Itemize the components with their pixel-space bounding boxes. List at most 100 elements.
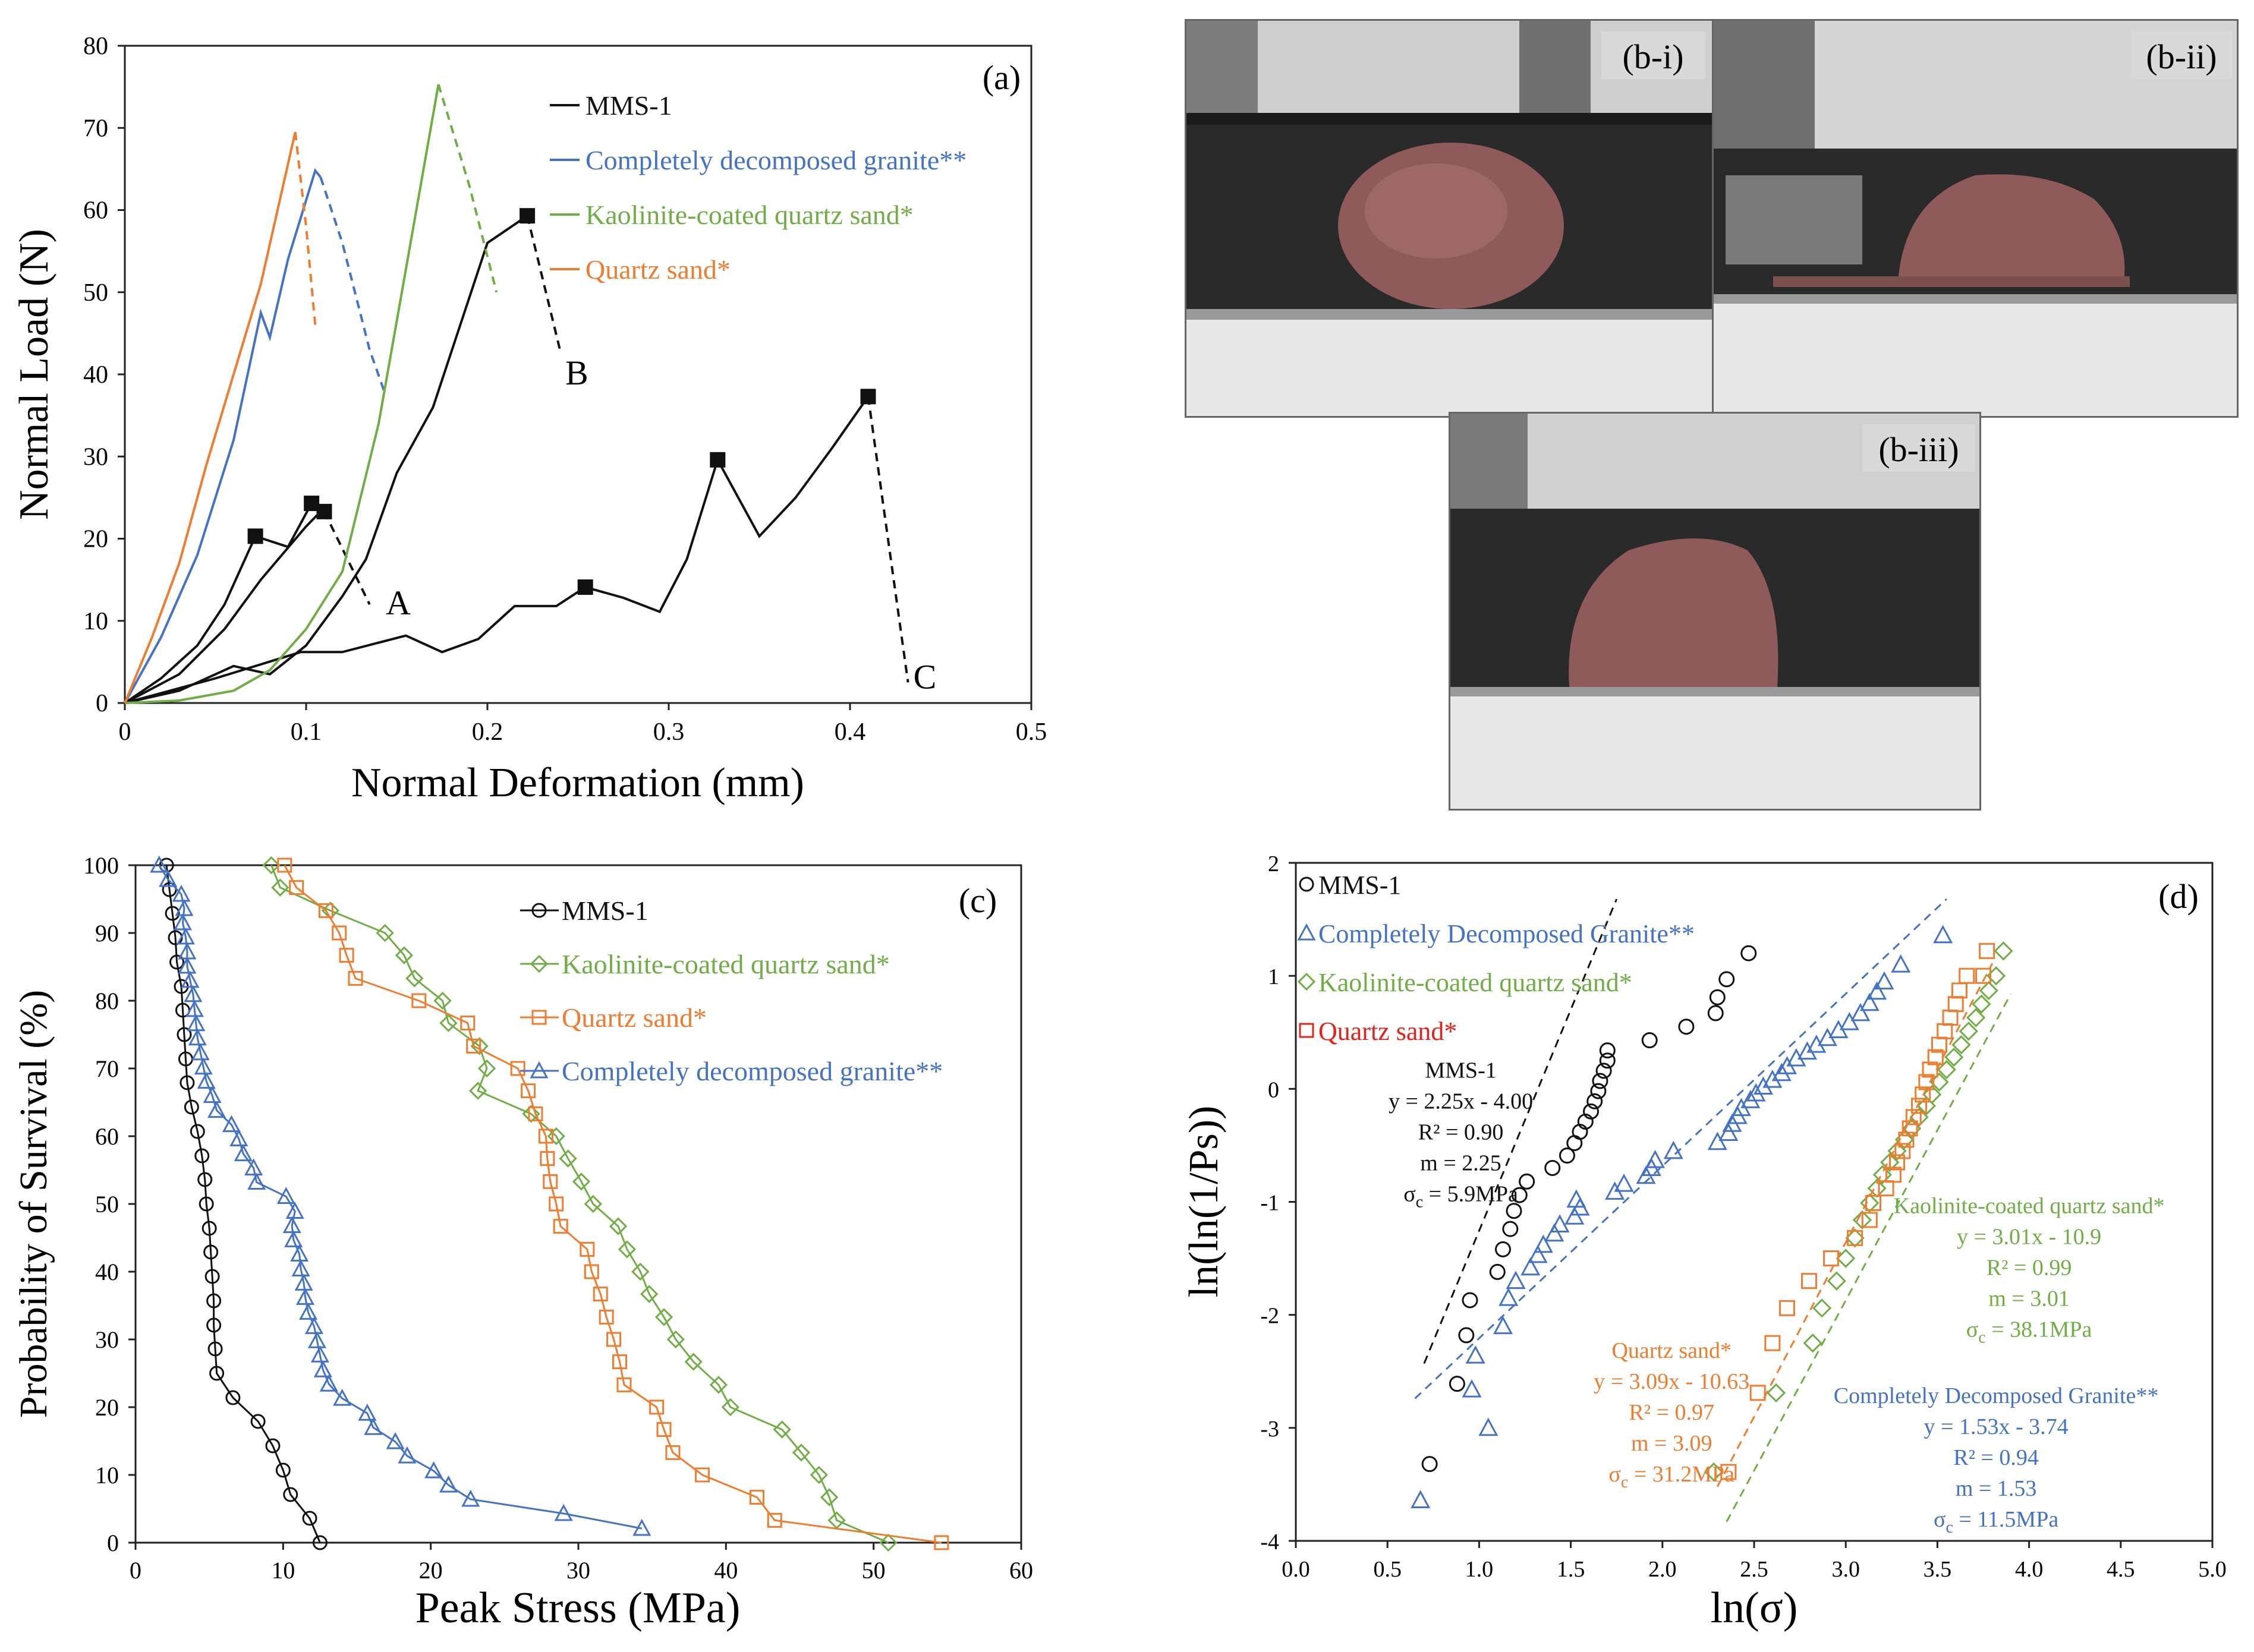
annotation-subscript: c [1416, 1193, 1423, 1211]
data-point [547, 1127, 565, 1146]
data-point [1915, 1086, 1931, 1103]
data-point [358, 1404, 377, 1421]
data-point [178, 956, 197, 974]
data-point [466, 1038, 481, 1054]
data-point [1502, 1221, 1519, 1237]
legend-marker [1297, 972, 1316, 991]
annotation-line: Kaolinite-coated quartz sand* [1894, 1194, 2165, 1219]
data-point [229, 1129, 248, 1147]
x-tick-label: 10 [271, 1557, 295, 1584]
legend-label: Quartz sand* [562, 1002, 707, 1033]
y-tick-label: 70 [95, 1055, 119, 1082]
data-point [1922, 1084, 1942, 1104]
data-point [1860, 1193, 1880, 1213]
data-point [1779, 1300, 1796, 1316]
data-point [199, 1196, 214, 1212]
data-point [1972, 994, 1991, 1014]
y-tick-label: 80 [83, 33, 108, 60]
data-point [528, 1106, 543, 1121]
trendline-2 [1726, 993, 2012, 1522]
data-point [332, 925, 347, 941]
data-point [234, 1144, 253, 1162]
side-reflection [1726, 175, 1862, 264]
data-point [265, 1438, 281, 1454]
y-tick-label: 30 [83, 443, 108, 471]
data-point [296, 1288, 315, 1305]
x-tick-label: 0.5 [1373, 1557, 1402, 1582]
data-point [173, 913, 192, 931]
data-point [172, 884, 191, 902]
data-point [1762, 1069, 1783, 1088]
legend-marker [1299, 1023, 1314, 1038]
data-point [469, 1082, 487, 1100]
data-point [185, 1000, 204, 1017]
y-tick-label: 60 [95, 1123, 119, 1150]
data-point [1707, 1005, 1724, 1022]
data-point [207, 1101, 226, 1118]
y-tick-label: 80 [95, 988, 119, 1014]
data-point [656, 1422, 672, 1437]
data-point [307, 1331, 326, 1348]
data-point [460, 1016, 476, 1031]
sample-particle [1569, 538, 1778, 687]
annotation-label: A [386, 584, 411, 622]
annotation-line: R² = 0.90 [1418, 1120, 1504, 1145]
x-tick-label: 30 [566, 1557, 590, 1584]
data-point [276, 1187, 295, 1204]
y-tick-label: -2 [1260, 1304, 1279, 1329]
y-tick-label: 0 [1268, 1077, 1279, 1102]
x-tick-label: 0.3 [653, 718, 685, 746]
data-point [275, 1462, 291, 1478]
data-point [522, 1105, 540, 1123]
data-point [1740, 1090, 1761, 1108]
data-point [1801, 1273, 1818, 1290]
data-point [364, 1418, 383, 1435]
data-point [1975, 967, 1991, 984]
data-point [1872, 1165, 1893, 1184]
series-line-3 [124, 396, 870, 704]
plot-area-c [134, 864, 1022, 1544]
data-point [1462, 1379, 1482, 1398]
data-point [439, 1475, 458, 1493]
data-point [559, 1149, 577, 1168]
data-point [684, 1353, 703, 1371]
data-point [1966, 1008, 1986, 1027]
legend-label: Completely Decomposed Granite** [1318, 919, 1695, 948]
data-point [510, 1061, 525, 1076]
annotation-value: = 5.9MPa [1423, 1181, 1518, 1206]
data-point [1559, 1147, 1575, 1164]
y-tick-label: -1 [1260, 1191, 1279, 1216]
x-tick-label: 0.1 [291, 718, 322, 746]
annotation-sigma: σ [1403, 1181, 1415, 1206]
data-point [1891, 954, 1911, 973]
y-tick-label: 40 [83, 361, 108, 389]
data-point [169, 954, 185, 970]
x-tick-label: 0.0 [1282, 1557, 1310, 1582]
data-point [1421, 1456, 1438, 1473]
data-point [554, 1503, 573, 1521]
data-point [1865, 1194, 1881, 1211]
data-point [1533, 1234, 1553, 1253]
data-point [194, 1148, 210, 1164]
data-point [1894, 1143, 1911, 1159]
data-point [312, 1535, 328, 1550]
trendline-1 [1414, 898, 1947, 1399]
data-point [299, 1303, 318, 1320]
data-point [572, 1172, 591, 1191]
y-axis-label-d: ln(ln(1/Ps)) [1181, 1106, 1227, 1298]
data-point [666, 1330, 685, 1349]
legend-label: Quartz sand* [1318, 1017, 1457, 1046]
crushed-sample [1898, 174, 2125, 282]
data-point [631, 1262, 650, 1281]
data-point [1797, 1041, 1817, 1060]
data-point [649, 1399, 665, 1415]
data-point [1764, 1335, 1781, 1351]
y-tick-label: 0 [96, 690, 108, 717]
data-point [1867, 981, 1887, 1000]
data-point [1979, 942, 1995, 959]
data-point [612, 1354, 628, 1370]
legend-marker [531, 1010, 547, 1025]
data-point [1845, 1228, 1865, 1248]
annotation-line: R² = 0.94 [1953, 1445, 2039, 1470]
y-tick-label: 20 [95, 1394, 119, 1421]
